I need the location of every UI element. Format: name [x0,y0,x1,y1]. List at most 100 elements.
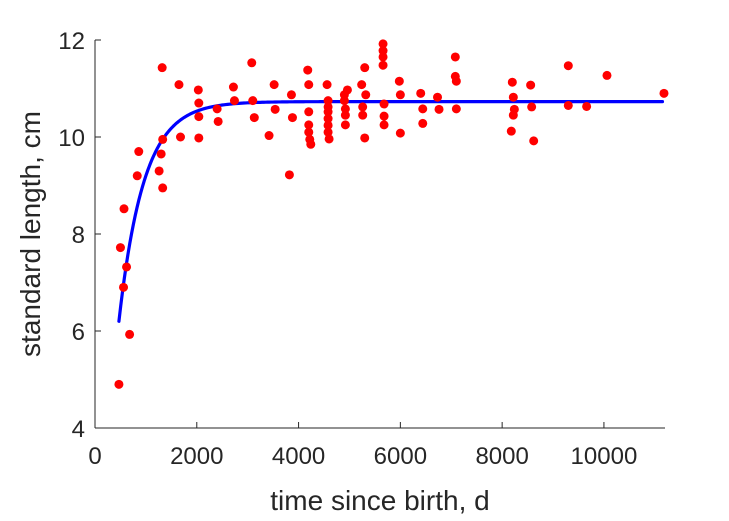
data-point [323,127,333,137]
data-point [342,85,352,95]
data-point [563,61,573,71]
data-point [378,46,388,56]
data-point [416,88,426,98]
data-point [378,39,388,49]
data-point [125,329,135,339]
data-point [378,52,388,62]
data-point [193,85,203,95]
data-point [378,60,388,70]
y-tick-label: 6 [72,319,85,346]
data-point [264,131,274,141]
data-point [132,171,142,181]
data-point [156,149,166,159]
axes [94,40,665,429]
data-point [114,379,124,389]
data-point [451,104,461,114]
x-tick-label: 8000 [475,443,528,470]
data-point [304,107,314,117]
data-point [229,96,239,106]
data-point [119,282,128,292]
data-point [323,96,333,106]
data-point [508,92,518,102]
data-point [507,77,517,87]
data-point [286,90,296,100]
data-point [324,134,334,144]
data-point [509,104,519,114]
y-axis-label: standard length, cm [15,111,46,357]
data-point [322,80,332,90]
fit-curve [117,99,665,323]
data-point [270,104,280,114]
data-point [269,80,279,90]
data-point [506,126,516,136]
data-point [247,58,257,68]
plot-area [114,39,669,389]
data-point [157,63,167,73]
y-tick-label: 12 [58,28,85,55]
y-axis-ticks: 4 6 8 10 12 [58,28,101,443]
x-tick-label: 2000 [170,443,223,470]
data-point [228,82,238,92]
data-point [450,52,460,62]
data-point [287,113,297,123]
data-point [158,183,168,193]
x-axis-ticks: 0 2000 4000 6000 8000 10000 [88,422,637,470]
data-point [339,96,349,106]
data-point [174,80,184,90]
data-point [154,166,164,176]
data-point [194,133,204,143]
data-point [323,107,333,117]
data-point [340,104,350,114]
data-point [249,113,259,123]
x-axis-label: time since birth, d [270,485,489,516]
data-point [323,114,333,124]
data-point [361,90,371,100]
data-point [304,80,314,90]
x-tick-label: 4000 [272,443,325,470]
data-point [122,262,132,272]
data-point [358,102,368,112]
data-point [582,101,592,111]
data-point [119,204,129,214]
data-point [248,96,258,106]
data-point [158,134,168,144]
data-point [395,90,405,100]
data-point [379,99,389,109]
data-point [284,170,294,180]
data-point [418,118,428,128]
data-point [395,128,405,138]
data-point [134,147,144,157]
data-point [527,102,537,112]
data-point [213,116,223,126]
data-point [433,92,443,102]
x-tick-label: 6000 [374,443,427,470]
data-point [194,98,204,108]
data-point [323,120,333,130]
x-tick-label: 10000 [571,443,638,470]
y-tick-label: 10 [58,125,85,152]
data-point [340,120,350,130]
data-point [602,70,612,80]
data-point [563,100,573,110]
data-point [194,112,204,122]
data-point [360,133,370,143]
data-point [357,80,367,90]
data-point [360,63,370,73]
data-point [529,136,539,146]
data-point [304,127,314,137]
data-point [115,243,125,253]
y-tick-label: 4 [72,416,85,443]
data-point [526,80,536,90]
data-point [212,104,222,114]
data-point [394,76,404,86]
data-point [418,104,428,114]
data-point [303,65,313,75]
data-point [304,120,314,130]
data-point [340,110,350,120]
data-point [176,132,185,142]
data-point [379,111,389,121]
data-point [358,110,368,120]
x-tick-label: 0 [88,443,101,470]
data-point [659,88,669,98]
